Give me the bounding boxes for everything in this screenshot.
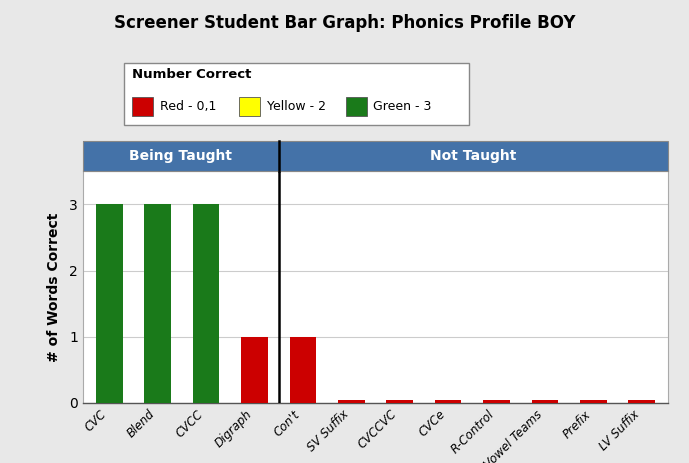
Bar bbox=[435, 400, 462, 403]
Bar bbox=[96, 204, 123, 403]
Bar bbox=[145, 204, 171, 403]
Bar bbox=[289, 337, 316, 403]
Text: Not Taught: Not Taught bbox=[431, 149, 517, 163]
Y-axis label: # of Words Correct: # of Words Correct bbox=[47, 213, 61, 362]
Bar bbox=[241, 337, 268, 403]
Bar bbox=[483, 400, 510, 403]
Bar bbox=[580, 400, 606, 403]
Text: Yellow - 2: Yellow - 2 bbox=[267, 100, 326, 113]
Text: Number Correct: Number Correct bbox=[132, 68, 251, 81]
Text: Red - 0,1: Red - 0,1 bbox=[160, 100, 216, 113]
Bar bbox=[193, 204, 219, 403]
Bar bbox=[387, 400, 413, 403]
Bar bbox=[338, 400, 364, 403]
Text: Green - 3: Green - 3 bbox=[373, 100, 432, 113]
Text: Being Taught: Being Taught bbox=[130, 149, 232, 163]
Bar bbox=[628, 400, 655, 403]
Bar bbox=[532, 400, 558, 403]
Text: Screener Student Bar Graph: Phonics Profile BOY: Screener Student Bar Graph: Phonics Prof… bbox=[114, 14, 575, 32]
